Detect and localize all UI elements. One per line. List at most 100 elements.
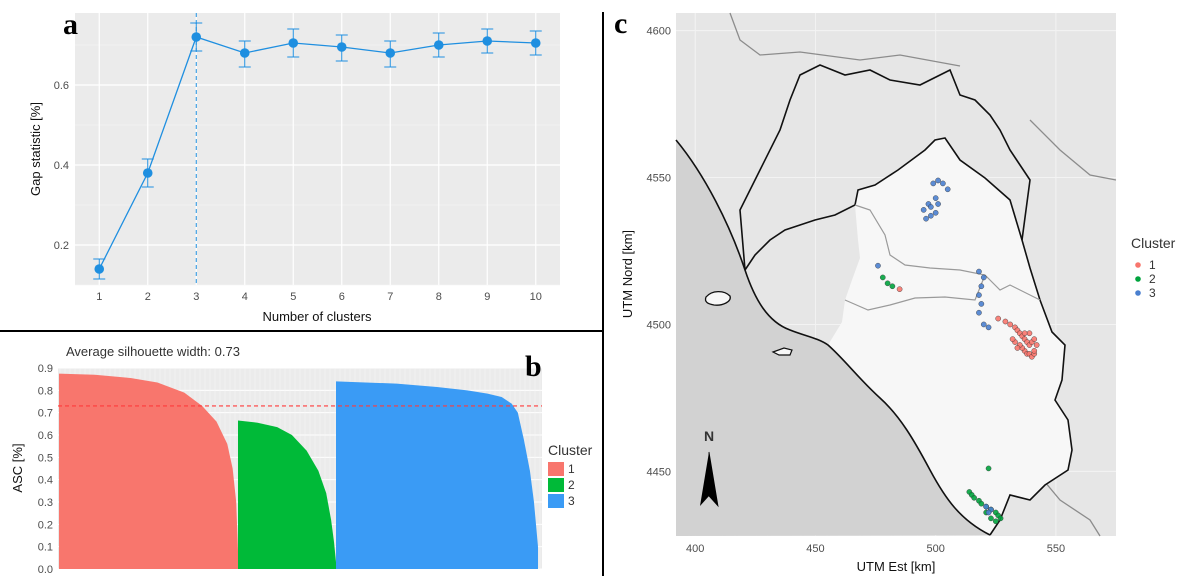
map-point-cluster-3 [985, 509, 992, 516]
map-point-cluster-2 [879, 274, 886, 281]
map-point-cluster-3 [976, 268, 982, 275]
map-point-cluster-1 [1033, 342, 1040, 348]
gap-x-axis-label: Number of clusters [262, 309, 372, 324]
province-boundary [854, 204, 1041, 301]
gap-x-tick-label: 5 [290, 291, 296, 303]
map-point-cluster-1 [995, 315, 1001, 322]
map-point-cluster-2 [971, 495, 977, 501]
gap-y-axis-label: Gap statistic [%] [28, 102, 43, 196]
gap-x-tick-label: 3 [193, 291, 199, 303]
silhouette-cluster-2-bars [238, 420, 336, 569]
map-point-cluster-1 [1014, 345, 1021, 351]
cluster-map: 400 450 500 550 4450 4500 4550 4600 UTM Est [km… [614, 7, 1176, 574]
gap-x-tick-label: 1 [96, 291, 102, 303]
gap-statistic-chart: 0.20.40.61 2 3 4 5 6 7 8 9 10 Number of clusters … [28, 8, 560, 324]
map-point-cluster-2 [988, 515, 994, 522]
silhouette-y-tick-label: 0.9 [38, 363, 53, 375]
gap-x-tick-label: 2 [145, 291, 151, 303]
panel-label-b: b [525, 350, 542, 383]
map-point-cluster-1 [1031, 348, 1038, 354]
gap-x-tick-label: 9 [484, 291, 490, 303]
gap-x-tick-label: 7 [387, 291, 393, 303]
silhouette-y-tick-label: 0.4 [38, 475, 53, 487]
silhouette-legend-title: Cluster [548, 442, 593, 458]
north-arrow: N [700, 428, 719, 508]
silhouette-chart: 0.0 0.1 0.2 0.3 0.4 0.5 0.6 0.7 0.8 0.9 Average s… [10, 344, 593, 576]
map-legend-marker [1135, 290, 1141, 296]
map-point-cluster-3 [875, 262, 881, 269]
panel-label-a: a [63, 8, 78, 41]
map-point-cluster-3 [920, 207, 927, 213]
gap-data-point [94, 264, 105, 274]
gap-x-tick-label: 8 [436, 291, 442, 303]
map-x-tick-label: 400 [686, 543, 704, 555]
gap-data-point [288, 38, 299, 48]
silhouette-cluster-1-bars [59, 373, 238, 569]
silhouette-y-tick-label: 0.8 [38, 385, 53, 397]
silhouette-y-tick-label: 0.3 [38, 497, 53, 509]
silhouette-y-tick-label: 0.2 [38, 519, 53, 531]
silhouette-y-tick-label: 0.7 [38, 408, 53, 420]
gap-data-point [336, 42, 347, 52]
map-point-cluster-3 [932, 209, 939, 216]
map-y-tick-label: 4550 [647, 173, 671, 185]
silhouette-y-tick-label: 0.0 [38, 564, 53, 576]
map-legend-marker [1135, 262, 1141, 268]
neighbor-boundary-north [729, 12, 961, 67]
map-point-cluster-1 [1026, 330, 1033, 337]
neighbor-boundary-east [1029, 119, 1117, 181]
map-point-cluster-3 [923, 215, 929, 222]
gap-y-tick-label: 0.2 [54, 240, 69, 252]
map-point-cluster-3 [976, 292, 982, 298]
map-x-tick-label: 550 [1047, 543, 1065, 555]
map-point-cluster-1 [1009, 336, 1016, 342]
map-point-cluster-1 [1021, 330, 1028, 337]
map-y-axis-label: UTM Nord [km] [620, 230, 635, 318]
map-point-cluster-1 [896, 286, 903, 292]
map-y-tick-label: 4500 [647, 319, 671, 331]
map-legend-label: 2 [1149, 272, 1156, 286]
map-point-cluster-2 [889, 283, 896, 290]
region-boundary [744, 137, 1073, 536]
gap-data-point [385, 48, 396, 58]
gap-data-point [433, 40, 444, 50]
silhouette-title: Average silhouette width: 0.73 [66, 344, 240, 359]
region-boundary-north [739, 64, 1031, 271]
island-capri [771, 347, 793, 356]
map-point-cluster-3 [978, 283, 985, 290]
silhouette-legend-label: 2 [568, 478, 575, 492]
gap-y-tick-label: 0.4 [54, 160, 69, 172]
silhouette-cluster-3-bars [336, 381, 538, 569]
map-point-cluster-2 [997, 515, 1004, 522]
map-legend-marker [1135, 276, 1141, 282]
map-point-cluster-3 [976, 309, 982, 316]
map-point-cluster-1 [1007, 321, 1014, 328]
map-point-cluster-3 [980, 274, 987, 281]
map-legend-title: Cluster [1131, 235, 1176, 251]
map-point-cluster-1 [1031, 336, 1038, 342]
gap-data-point [142, 168, 153, 178]
map-legend-label: 3 [1149, 286, 1156, 300]
silhouette-y-axis-label: ASC [%] [10, 443, 25, 492]
map-point-cluster-2 [978, 500, 985, 507]
map-legend-label: 1 [1149, 258, 1156, 272]
map-point-cluster-3 [940, 180, 946, 187]
map-point-cluster-3 [928, 204, 934, 210]
map-point-cluster-3 [935, 177, 941, 184]
study-area-fill [828, 138, 1072, 535]
map-point-cluster-3 [985, 324, 992, 331]
map-point-cluster-3 [983, 503, 989, 510]
map-point-cluster-3 [944, 186, 951, 193]
island-ischia [704, 290, 731, 306]
silhouette-legend-swatch [548, 494, 564, 508]
map-x-tick-label: 500 [926, 543, 944, 555]
map-x-tick-label: 450 [806, 543, 824, 555]
map-y-tick-label: 4600 [647, 26, 671, 38]
map-legend: Cluster 123 [1131, 235, 1176, 300]
silhouette-legend-swatch [548, 462, 564, 476]
silhouette-legend-label: 1 [568, 462, 575, 476]
silhouette-legend-label: 3 [568, 494, 575, 508]
gap-data-point [530, 38, 541, 48]
map-point-cluster-3 [980, 321, 987, 328]
